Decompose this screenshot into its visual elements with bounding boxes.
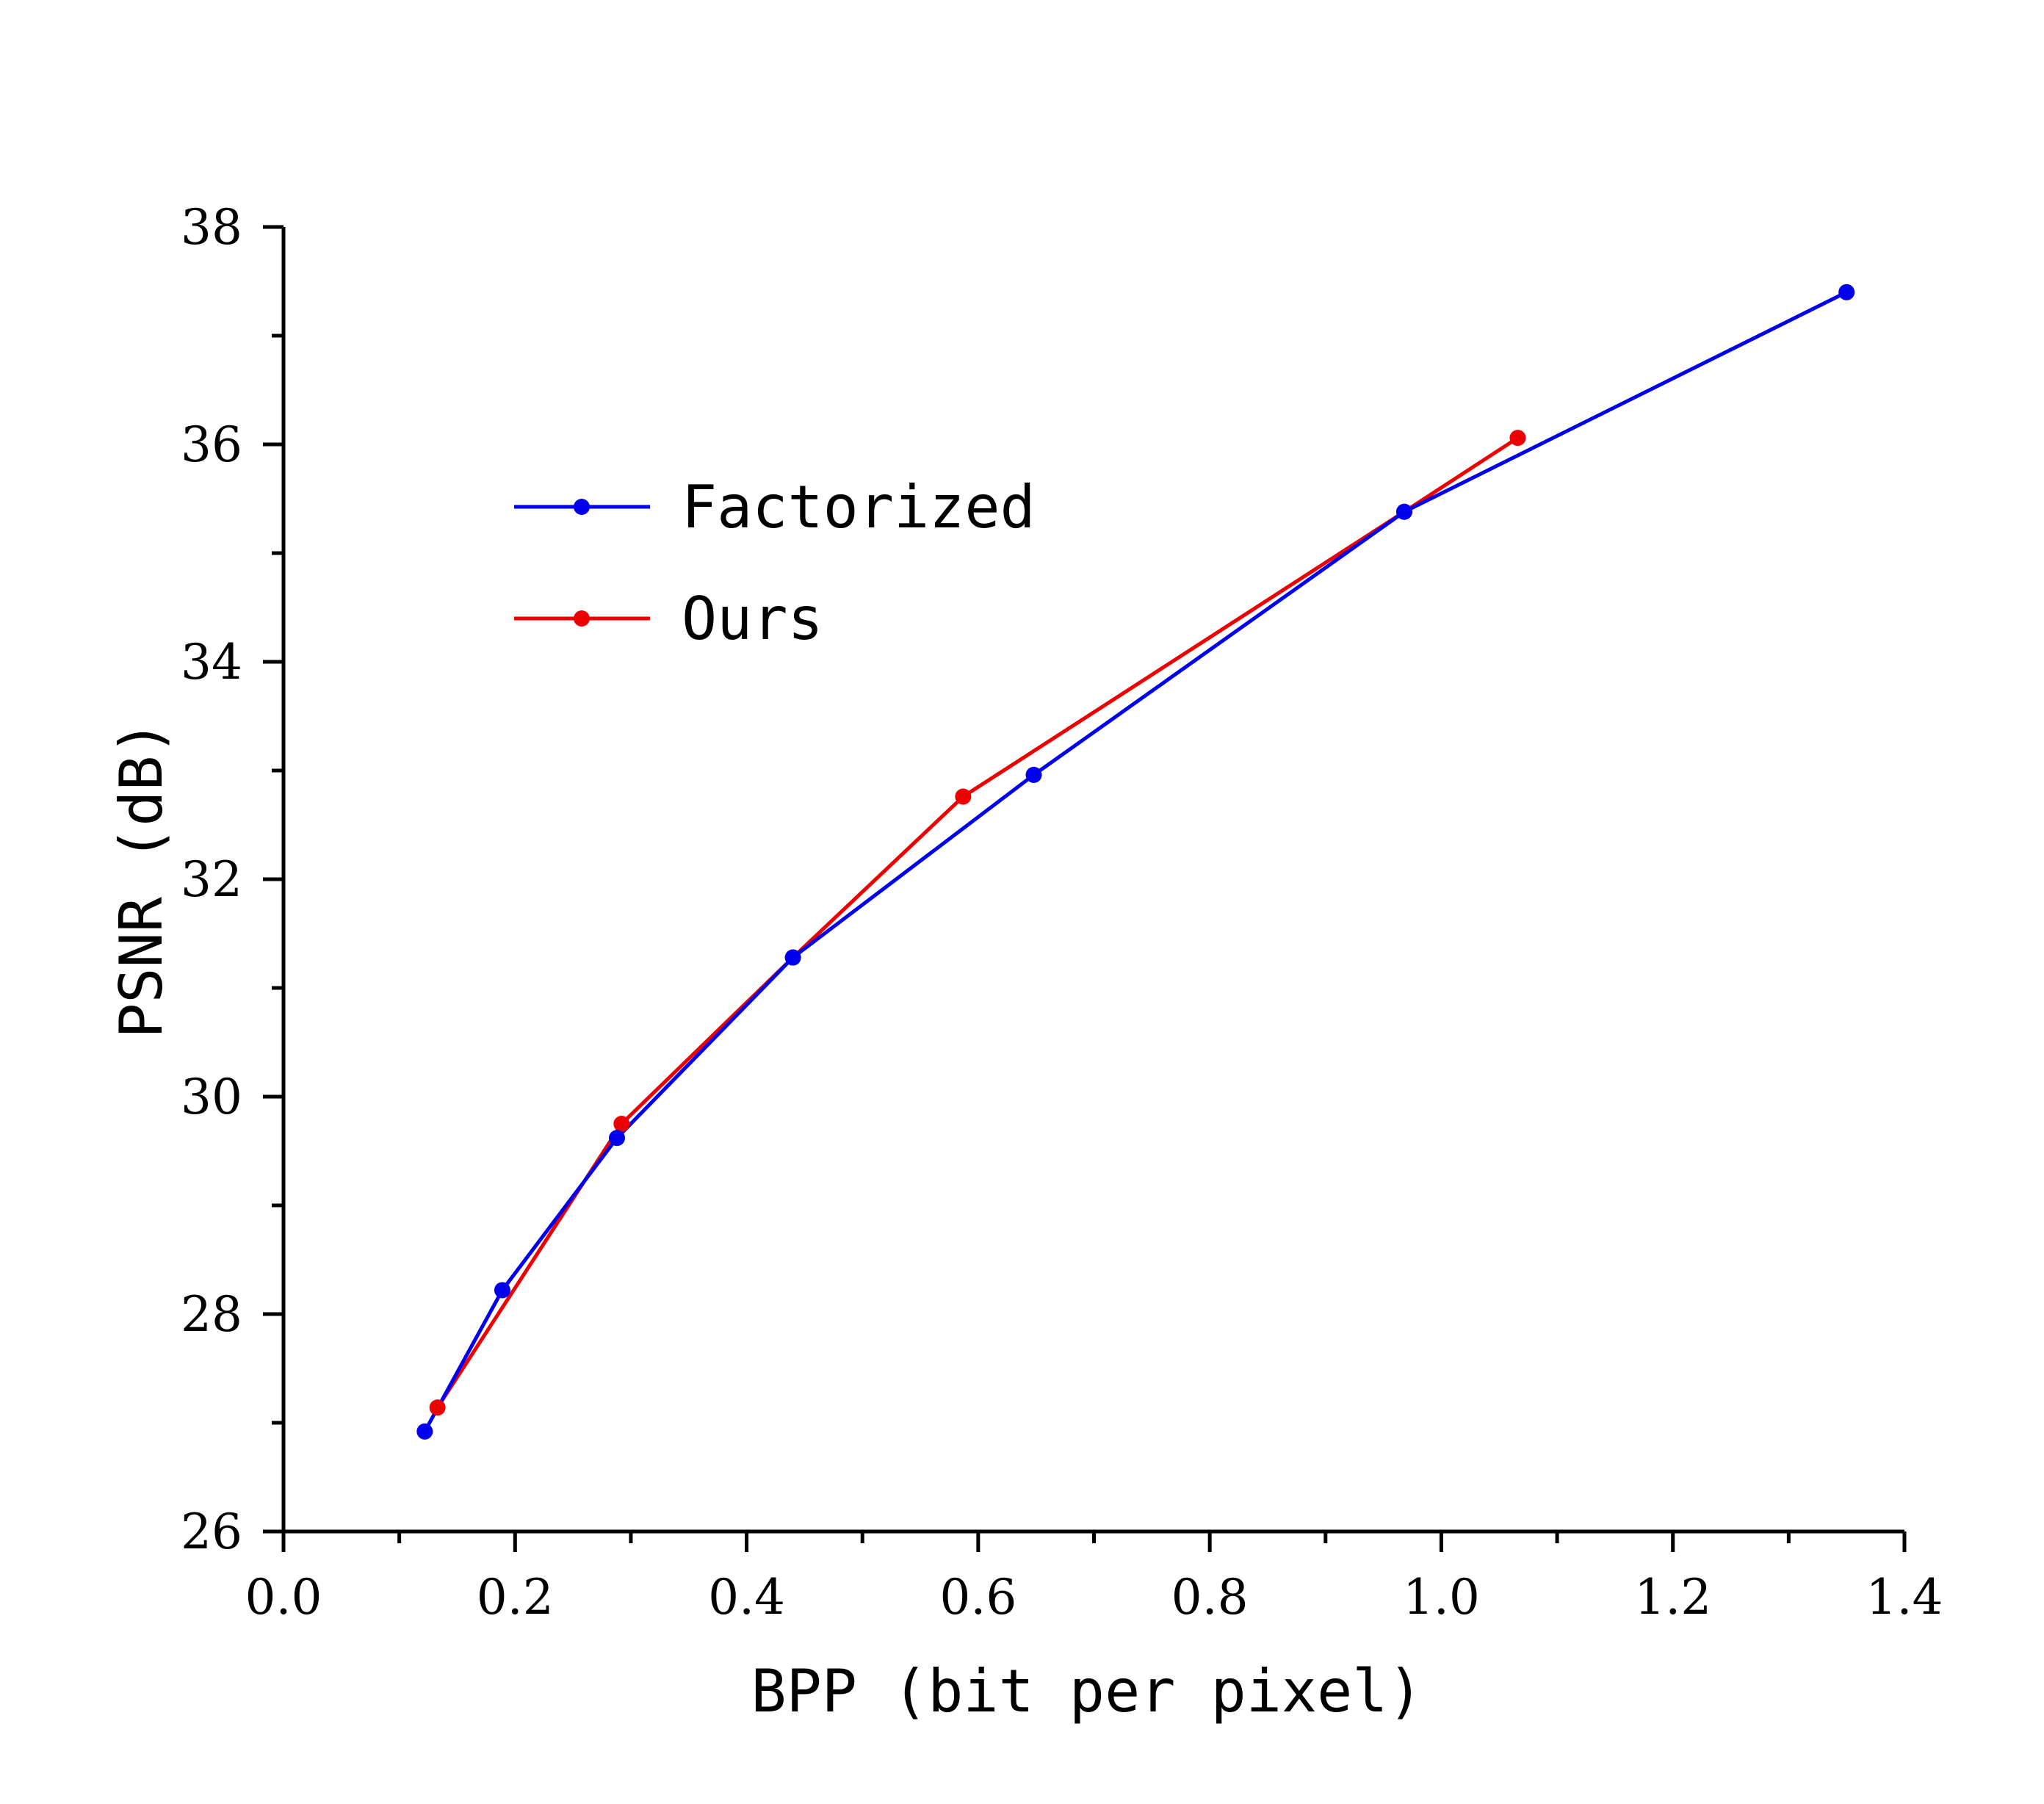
- x-tick-label: 0.2: [477, 1569, 554, 1626]
- legend-label-ours: Ours: [682, 585, 823, 653]
- y-tick-label: 30: [181, 1069, 242, 1125]
- y-tick-label: 32: [181, 851, 242, 908]
- data-point-factorized: [416, 1423, 433, 1440]
- axes: [281, 227, 1904, 1534]
- x-tick-label: 0.8: [1171, 1569, 1249, 1626]
- x-tick-label: 0.6: [939, 1569, 1016, 1626]
- data-point-factorized: [1025, 766, 1042, 783]
- data-point-factorized: [1838, 284, 1855, 300]
- data-point-ours: [1509, 430, 1526, 447]
- x-tick-label: 0.4: [708, 1569, 785, 1626]
- x-axis-title: BPP (bit per pixel): [751, 1657, 1423, 1725]
- y-tick-label: 26: [181, 1504, 242, 1560]
- ticks: 0.0 0.2 0.4 0.6 0.8 1.0 1.2 1.4 26 28 30 32 34 36 38: [181, 199, 1943, 1626]
- y-tick-label: 38: [181, 199, 242, 256]
- y-tick-label: 34: [181, 634, 242, 690]
- series-line-ours: [436, 436, 1519, 1409]
- x-tick-label: 0.0: [245, 1569, 322, 1626]
- legend-marker-ours: [574, 610, 590, 627]
- legend: Factorized Ours: [514, 473, 1036, 653]
- series-line-factorized: [423, 290, 1848, 1433]
- y-tick-label: 36: [181, 416, 242, 473]
- series-lines: [423, 290, 1848, 1433]
- legend-label-factorized: Factorized: [682, 473, 1036, 541]
- data-point-factorized: [1395, 503, 1412, 520]
- data-point-ours: [955, 788, 972, 805]
- series-points: [416, 284, 1855, 1440]
- y-axis-title: PSNR (dB): [107, 720, 176, 1038]
- data-point-factorized: [494, 1282, 510, 1299]
- legend-marker-factorized: [574, 499, 590, 515]
- data-point-ours: [613, 1116, 630, 1132]
- data-point-factorized: [609, 1130, 626, 1147]
- x-tick-label: 1.4: [1866, 1569, 1943, 1626]
- x-tick-label: 1.0: [1403, 1569, 1480, 1626]
- data-point-ours: [429, 1399, 446, 1416]
- data-point-factorized: [784, 949, 801, 966]
- y-tick-label: 28: [181, 1286, 242, 1343]
- x-tick-label: 1.2: [1634, 1569, 1711, 1626]
